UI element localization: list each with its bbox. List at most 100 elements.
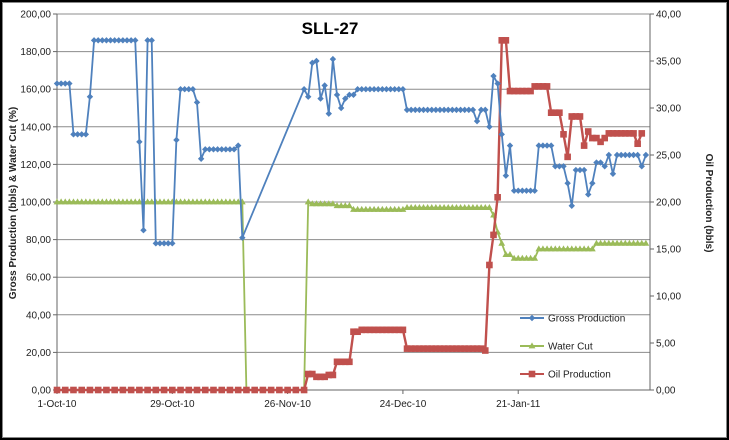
data-point-gross-production bbox=[547, 142, 555, 149]
data-point-gross-production bbox=[585, 191, 592, 198]
series-gross-production bbox=[53, 37, 650, 247]
data-point-oil-production bbox=[584, 128, 592, 135]
data-point-gross-production bbox=[597, 159, 604, 166]
data-point-gross-production bbox=[189, 86, 197, 93]
data-point-oil-production bbox=[630, 130, 637, 137]
data-point-oil-production bbox=[486, 261, 493, 269]
data-point-oil-production bbox=[160, 386, 168, 394]
y-tick-label-right: 5,00 bbox=[656, 339, 676, 350]
data-point-gross-production bbox=[461, 106, 468, 114]
data-point-oil-production bbox=[551, 109, 559, 116]
data-point-oil-production bbox=[300, 386, 308, 394]
data-point-gross-production bbox=[407, 106, 415, 114]
data-point-gross-production bbox=[181, 86, 188, 93]
data-point-oil-production bbox=[370, 326, 378, 334]
data-point-gross-production bbox=[185, 86, 192, 93]
data-point-gross-production bbox=[436, 106, 444, 114]
series-water-cut bbox=[53, 198, 650, 393]
data-point-gross-production bbox=[226, 146, 234, 153]
data-point-water-cut bbox=[506, 251, 514, 258]
data-point-oil-production bbox=[519, 87, 526, 95]
data-point-gross-production bbox=[482, 106, 489, 114]
data-point-oil-production bbox=[362, 326, 370, 334]
data-point-gross-production bbox=[556, 163, 563, 170]
data-point-water-cut bbox=[399, 205, 407, 212]
data-point-gross-production bbox=[156, 240, 164, 247]
data-point-gross-production bbox=[66, 80, 73, 87]
data-point-gross-production bbox=[617, 151, 625, 159]
data-point-oil-production bbox=[547, 109, 555, 116]
data-point-oil-production bbox=[589, 134, 596, 142]
tick-labels: 0,00 20,00 40,00 60,00 80,00 100,00 120,00 140,… bbox=[20, 10, 681, 411]
data-point-gross-production bbox=[230, 146, 238, 153]
data-point-oil-production bbox=[539, 83, 547, 90]
data-point-oil-production bbox=[177, 386, 184, 394]
data-point-water-cut bbox=[485, 204, 493, 211]
data-point-oil-production bbox=[201, 386, 209, 394]
data-point-oil-production bbox=[498, 37, 506, 44]
data-point-oil-production bbox=[321, 373, 328, 381]
data-point-gross-production bbox=[160, 240, 168, 247]
data-point-water-cut bbox=[588, 245, 596, 252]
data-point-gross-production bbox=[82, 131, 90, 138]
data-point-gross-production bbox=[239, 234, 246, 241]
data-point-gross-production bbox=[552, 163, 559, 170]
legend-marker-gross-production bbox=[528, 314, 536, 322]
data-point-oil-production bbox=[284, 386, 291, 394]
data-point-oil-production bbox=[354, 328, 361, 336]
data-point-oil-production bbox=[403, 345, 411, 352]
x-tick-label: 21-Jan-11 bbox=[496, 399, 541, 410]
data-point-gross-production bbox=[62, 80, 69, 87]
y-tick-label-right: 30,00 bbox=[656, 104, 681, 115]
data-point-gross-production bbox=[465, 106, 473, 114]
data-point-gross-production bbox=[424, 106, 431, 114]
data-point-oil-production bbox=[185, 386, 193, 394]
data-point-gross-production bbox=[473, 117, 481, 125]
data-point-gross-production bbox=[177, 86, 184, 93]
data-point-oil-production bbox=[127, 386, 135, 394]
data-point-oil-production bbox=[53, 386, 61, 394]
data-point-oil-production bbox=[634, 140, 641, 148]
y-tick-label-left: 0,00 bbox=[32, 386, 52, 397]
y-tick-label-left: 80,00 bbox=[26, 235, 51, 246]
data-point-gross-production bbox=[74, 131, 81, 138]
data-point-gross-production bbox=[86, 93, 94, 100]
data-point-oil-production bbox=[317, 373, 324, 381]
data-point-oil-production bbox=[411, 345, 419, 352]
data-point-gross-production bbox=[502, 172, 510, 179]
data-point-gross-production bbox=[523, 187, 530, 194]
data-point-gross-production bbox=[140, 227, 147, 234]
data-point-gross-production bbox=[57, 80, 65, 87]
data-point-gross-production bbox=[305, 93, 312, 100]
data-point-gross-production bbox=[70, 131, 77, 138]
data-point-oil-production bbox=[259, 386, 267, 394]
x-tick-label: 29-Oct-10 bbox=[150, 399, 195, 410]
data-point-oil-production bbox=[309, 370, 316, 378]
data-point-oil-production bbox=[440, 345, 448, 352]
chart-title: SLL-27 bbox=[302, 19, 359, 38]
y-tick-label-right: 40,00 bbox=[656, 10, 681, 21]
data-point-oil-production bbox=[210, 386, 217, 394]
data-point-oil-production bbox=[103, 386, 110, 394]
data-point-gross-production bbox=[399, 86, 407, 93]
data-point-gross-production bbox=[329, 55, 337, 63]
data-point-gross-production bbox=[214, 146, 221, 153]
data-point-oil-production bbox=[407, 345, 415, 352]
y-tick-label-right: 35,00 bbox=[656, 57, 681, 68]
data-point-gross-production bbox=[99, 37, 106, 44]
y-tick-label-left: 120,00 bbox=[20, 160, 51, 171]
data-point-gross-production bbox=[317, 95, 324, 102]
data-point-gross-production bbox=[572, 166, 580, 174]
data-point-oil-production bbox=[453, 345, 460, 352]
data-point-oil-production bbox=[436, 345, 444, 352]
data-point-gross-production bbox=[218, 146, 225, 153]
y-tick-label-right: 15,00 bbox=[656, 245, 681, 256]
data-point-gross-production bbox=[432, 106, 440, 114]
data-point-oil-production bbox=[465, 345, 473, 352]
data-point-oil-production bbox=[226, 386, 234, 394]
data-point-gross-production bbox=[609, 170, 617, 177]
data-point-gross-production bbox=[123, 37, 131, 44]
data-point-gross-production bbox=[510, 187, 518, 194]
data-point-gross-production bbox=[469, 106, 477, 114]
data-point-oil-production bbox=[387, 326, 394, 334]
